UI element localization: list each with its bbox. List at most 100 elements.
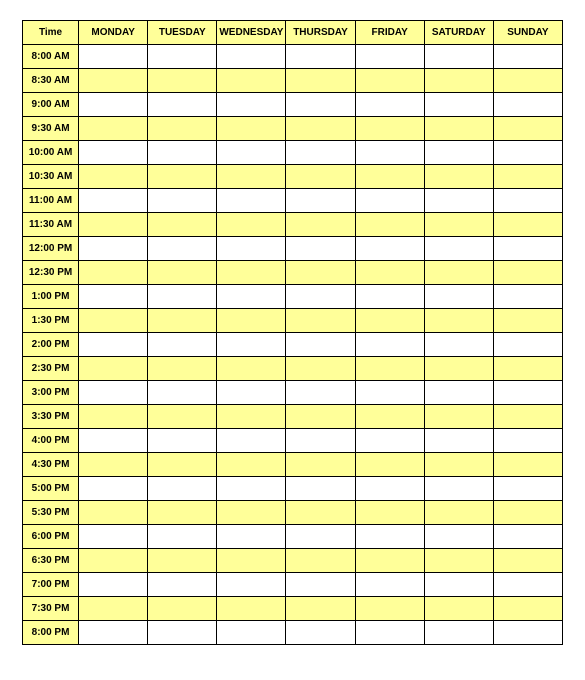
time-cell: 4:30 PM (23, 453, 79, 477)
schedule-cell (493, 357, 562, 381)
time-cell: 2:00 PM (23, 333, 79, 357)
schedule-cell (148, 381, 217, 405)
table-row: 9:30 AM (23, 117, 563, 141)
schedule-cell (217, 525, 286, 549)
schedule-cell (217, 573, 286, 597)
schedule-body: 8:00 AM8:30 AM9:00 AM9:30 AM10:00 AM10:3… (23, 45, 563, 645)
schedule-cell (148, 429, 217, 453)
schedule-cell (217, 261, 286, 285)
schedule-cell (424, 501, 493, 525)
schedule-cell (148, 117, 217, 141)
schedule-cell (286, 69, 355, 93)
schedule-cell (355, 501, 424, 525)
schedule-cell (355, 93, 424, 117)
schedule-cell (79, 141, 148, 165)
table-row: 9:00 AM (23, 93, 563, 117)
schedule-cell (79, 237, 148, 261)
schedule-cell (355, 381, 424, 405)
schedule-cell (286, 381, 355, 405)
table-row: 5:00 PM (23, 477, 563, 501)
schedule-cell (424, 597, 493, 621)
table-row: 7:30 PM (23, 597, 563, 621)
schedule-cell (286, 501, 355, 525)
schedule-cell (286, 165, 355, 189)
schedule-cell (424, 141, 493, 165)
schedule-cell (355, 357, 424, 381)
table-row: 4:30 PM (23, 453, 563, 477)
schedule-cell (493, 573, 562, 597)
schedule-cell (148, 261, 217, 285)
schedule-cell (424, 237, 493, 261)
schedule-cell (355, 45, 424, 69)
schedule-cell (493, 405, 562, 429)
schedule-cell (424, 117, 493, 141)
schedule-cell (79, 285, 148, 309)
table-row: 3:30 PM (23, 405, 563, 429)
time-cell: 11:30 AM (23, 213, 79, 237)
time-cell: 10:30 AM (23, 165, 79, 189)
table-row: 7:00 PM (23, 573, 563, 597)
schedule-cell (424, 357, 493, 381)
schedule-cell (148, 213, 217, 237)
schedule-cell (424, 549, 493, 573)
schedule-cell (493, 525, 562, 549)
schedule-cell (217, 165, 286, 189)
schedule-cell (148, 477, 217, 501)
schedule-cell (493, 165, 562, 189)
schedule-cell (148, 357, 217, 381)
schedule-cell (493, 477, 562, 501)
schedule-cell (424, 477, 493, 501)
schedule-cell (79, 453, 148, 477)
schedule-cell (79, 597, 148, 621)
header-day-wednesday: WEDNESDAY (217, 21, 286, 45)
schedule-cell (355, 621, 424, 645)
table-row: 4:00 PM (23, 429, 563, 453)
schedule-cell (424, 69, 493, 93)
header-day-sunday: SUNDAY (493, 21, 562, 45)
schedule-cell (424, 285, 493, 309)
schedule-cell (79, 69, 148, 93)
schedule-cell (493, 261, 562, 285)
header-day-friday: FRIDAY (355, 21, 424, 45)
header-day-thursday: THURSDAY (286, 21, 355, 45)
schedule-cell (286, 189, 355, 213)
schedule-cell (286, 549, 355, 573)
schedule-cell (79, 189, 148, 213)
time-cell: 9:30 AM (23, 117, 79, 141)
schedule-cell (286, 261, 355, 285)
table-row: 2:00 PM (23, 333, 563, 357)
schedule-cell (355, 285, 424, 309)
schedule-cell (355, 573, 424, 597)
schedule-cell (148, 189, 217, 213)
schedule-cell (424, 573, 493, 597)
schedule-cell (148, 93, 217, 117)
header-row: Time MONDAY TUESDAY WEDNESDAY THURSDAY F… (23, 21, 563, 45)
schedule-cell (148, 405, 217, 429)
schedule-cell (217, 213, 286, 237)
schedule-cell (493, 381, 562, 405)
schedule-cell (286, 141, 355, 165)
schedule-cell (148, 621, 217, 645)
schedule-cell (148, 69, 217, 93)
schedule-cell (355, 165, 424, 189)
schedule-cell (217, 69, 286, 93)
schedule-cell (355, 525, 424, 549)
schedule-cell (217, 333, 286, 357)
table-row: 10:30 AM (23, 165, 563, 189)
schedule-cell (148, 45, 217, 69)
time-cell: 1:00 PM (23, 285, 79, 309)
schedule-cell (148, 165, 217, 189)
schedule-cell (217, 621, 286, 645)
schedule-cell (286, 597, 355, 621)
schedule-cell (424, 405, 493, 429)
schedule-cell (355, 477, 424, 501)
schedule-cell (79, 525, 148, 549)
schedule-cell (217, 117, 286, 141)
schedule-cell (148, 237, 217, 261)
schedule-cell (424, 261, 493, 285)
schedule-cell (355, 429, 424, 453)
schedule-cell (286, 45, 355, 69)
schedule-cell (148, 333, 217, 357)
schedule-cell (79, 261, 148, 285)
schedule-cell (424, 525, 493, 549)
